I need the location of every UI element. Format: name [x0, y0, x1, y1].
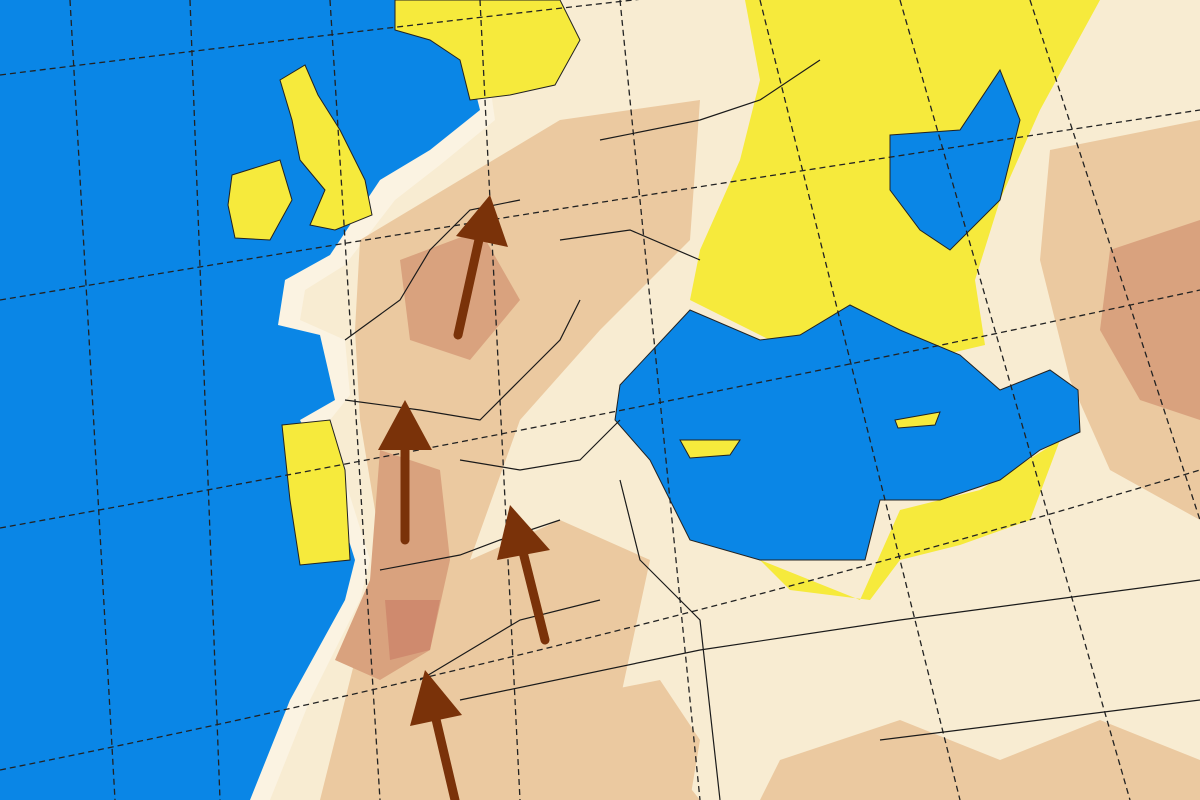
arrow-north-icon: [378, 400, 432, 545]
arrow-north-northwest-icon: [497, 505, 550, 645]
mediterranean-sea: [614, 304, 1081, 561]
arrow-north-northeast-icon: [453, 195, 508, 340]
portugal: [281, 419, 351, 566]
scandinavia: [394, 0, 581, 101]
dust-transport-arrows: [378, 195, 550, 800]
sicily-island: [679, 439, 741, 459]
arrow-north-northwest-icon: [410, 670, 462, 800]
black-sea: [889, 68, 1021, 251]
libya-coast: [760, 440, 1060, 600]
seas: [614, 68, 1081, 561]
crete-island: [894, 411, 941, 429]
great-britain: [279, 64, 373, 231]
ireland: [227, 159, 293, 241]
